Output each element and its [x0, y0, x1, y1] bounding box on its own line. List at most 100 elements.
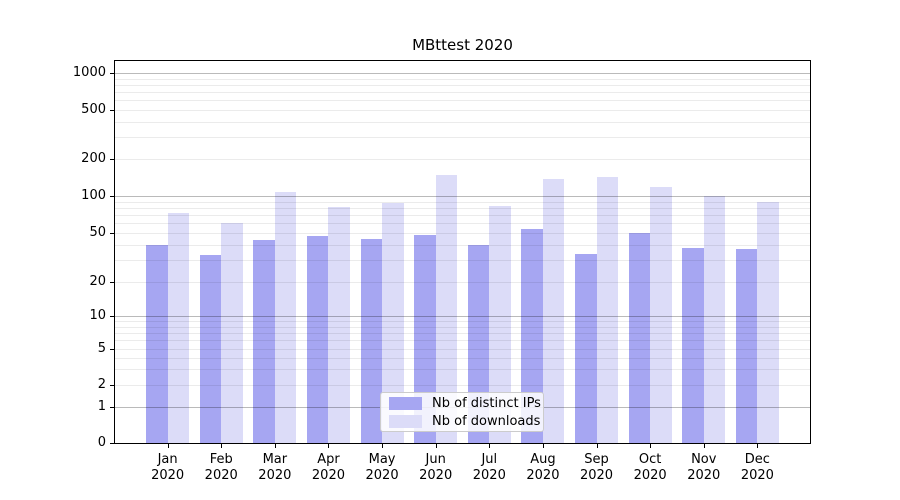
plot-area: Nb of distinct IPs Nb of downloads: [114, 60, 811, 444]
gridline-minor: [115, 233, 810, 234]
y-axis-tick: [110, 349, 114, 350]
x-tick-month: Jun: [425, 452, 446, 467]
x-tick-label-may: May 2020: [350, 452, 414, 484]
y-tick-label: 50: [89, 225, 106, 240]
x-tick-month: Nov: [691, 452, 717, 467]
x-tick-month: Jan: [157, 452, 178, 467]
bar-distinct-ips-apr: [306, 236, 329, 443]
x-axis-tick: [489, 444, 491, 448]
gridline-minor: [115, 340, 810, 342]
gridline-minor: [115, 201, 810, 203]
y-axis-tick: [110, 233, 114, 234]
bar-downloads-jan: [167, 212, 190, 443]
y-tick-label: 20: [89, 274, 106, 289]
x-axis-tick: [542, 444, 544, 448]
bar-distinct-ips-aug: [521, 228, 543, 443]
y-axis-tick: [110, 110, 114, 111]
bar-downloads-feb: [221, 223, 243, 443]
x-axis-tick: [382, 444, 384, 448]
x-tick-label-jul: Jul 2020: [457, 452, 521, 484]
x-tick-label-mar: Mar 2020: [243, 452, 307, 484]
gridline-minor: [115, 260, 810, 262]
x-tick-month: Apr: [317, 452, 340, 467]
legend: Nb of distinct IPs Nb of downloads: [380, 392, 544, 432]
bar-distinct-ips-jan: [146, 244, 168, 443]
x-tick-label-oct: Oct 2020: [618, 452, 682, 484]
bar-downloads-sep: [596, 176, 619, 443]
chart-title: MBttest 2020: [412, 36, 513, 54]
x-tick-label-sep: Sep 2020: [565, 452, 629, 484]
x-tick-year: 2020: [633, 468, 667, 483]
gridline-minor: [115, 282, 810, 283]
bar-downloads-jul: [489, 205, 511, 443]
x-tick-month: Mar: [262, 452, 288, 467]
gridline-minor: [115, 121, 810, 123]
x-tick-year: 2020: [687, 468, 721, 483]
x-tick-label-nov: Nov 2020: [672, 452, 736, 484]
gridline-minor: [115, 321, 810, 323]
gridline-minor: [115, 326, 810, 328]
x-tick-year: 2020: [365, 468, 399, 483]
x-tick-month: Dec: [744, 452, 770, 467]
y-tick-label: 10: [89, 308, 106, 323]
x-tick-year: 2020: [419, 468, 453, 483]
legend-swatch-distinct-ips: [389, 396, 422, 410]
bar-distinct-ips-oct: [628, 233, 651, 443]
x-tick-month: Oct: [638, 452, 662, 467]
bar-distinct-ips-may: [360, 238, 383, 443]
bar-downloads-mar: [274, 191, 297, 443]
x-axis-tick: [703, 444, 705, 448]
bar-downloads-aug: [542, 179, 565, 443]
bar-downloads-nov: [703, 196, 726, 443]
legend-label-downloads: Nb of downloads: [432, 413, 541, 429]
x-tick-month: Jul: [481, 452, 498, 467]
x-axis-tick: [757, 444, 759, 448]
x-tick-year: 2020: [258, 468, 292, 483]
y-axis-tick: [110, 407, 114, 408]
y-axis-tick: [110, 196, 114, 197]
y-axis-tick: [110, 385, 114, 386]
legend-label-distinct-ips: Nb of distinct IPs: [432, 395, 541, 411]
x-axis-tick: [167, 444, 169, 448]
x-tick-label-feb: Feb 2020: [189, 452, 253, 484]
bar-distinct-ips-jun: [414, 235, 436, 443]
x-axis-tick: [650, 444, 652, 448]
bar-downloads-apr: [328, 207, 350, 443]
x-tick-month: Sep: [584, 452, 609, 467]
x-axis-tick: [435, 444, 437, 448]
bar-downloads-dec: [757, 202, 779, 443]
gridline-major: [115, 196, 810, 197]
bar-distinct-ips-mar: [253, 239, 275, 443]
y-tick-label: 100: [81, 188, 106, 203]
bar-distinct-ips-dec: [735, 249, 758, 443]
y-axis-tick: [110, 159, 114, 160]
x-tick-month: May: [368, 452, 396, 467]
x-tick-year: 2020: [740, 468, 774, 483]
gridline-minor: [115, 110, 810, 111]
x-tick-year: 2020: [579, 468, 614, 483]
y-tick-label: 0: [97, 435, 106, 450]
gridline-minor: [115, 215, 810, 217]
y-tick-label: 200: [81, 151, 106, 166]
bar-distinct-ips-feb: [199, 255, 222, 443]
gridline-major: [115, 73, 810, 74]
gridline-minor: [115, 369, 810, 371]
x-tick-year: 2020: [311, 468, 345, 483]
y-tick-label: 2: [97, 377, 106, 392]
gridline-minor: [115, 223, 810, 225]
x-axis-tick: [274, 444, 276, 448]
x-axis-tick: [596, 444, 598, 448]
gridline-minor: [115, 159, 810, 160]
gridline-minor: [115, 137, 810, 139]
bar-distinct-ips-sep: [575, 253, 597, 443]
x-axis-tick: [221, 444, 223, 448]
x-tick-month: Aug: [530, 452, 556, 467]
y-tick-label: 500: [81, 102, 106, 117]
x-tick-month: Feb: [209, 452, 233, 467]
legend-swatch-downloads: [389, 414, 422, 428]
x-tick-label-jun: Jun 2020: [404, 452, 468, 484]
gridline-minor: [115, 84, 810, 86]
x-tick-year: 2020: [204, 468, 238, 483]
gridline-minor: [115, 244, 810, 246]
